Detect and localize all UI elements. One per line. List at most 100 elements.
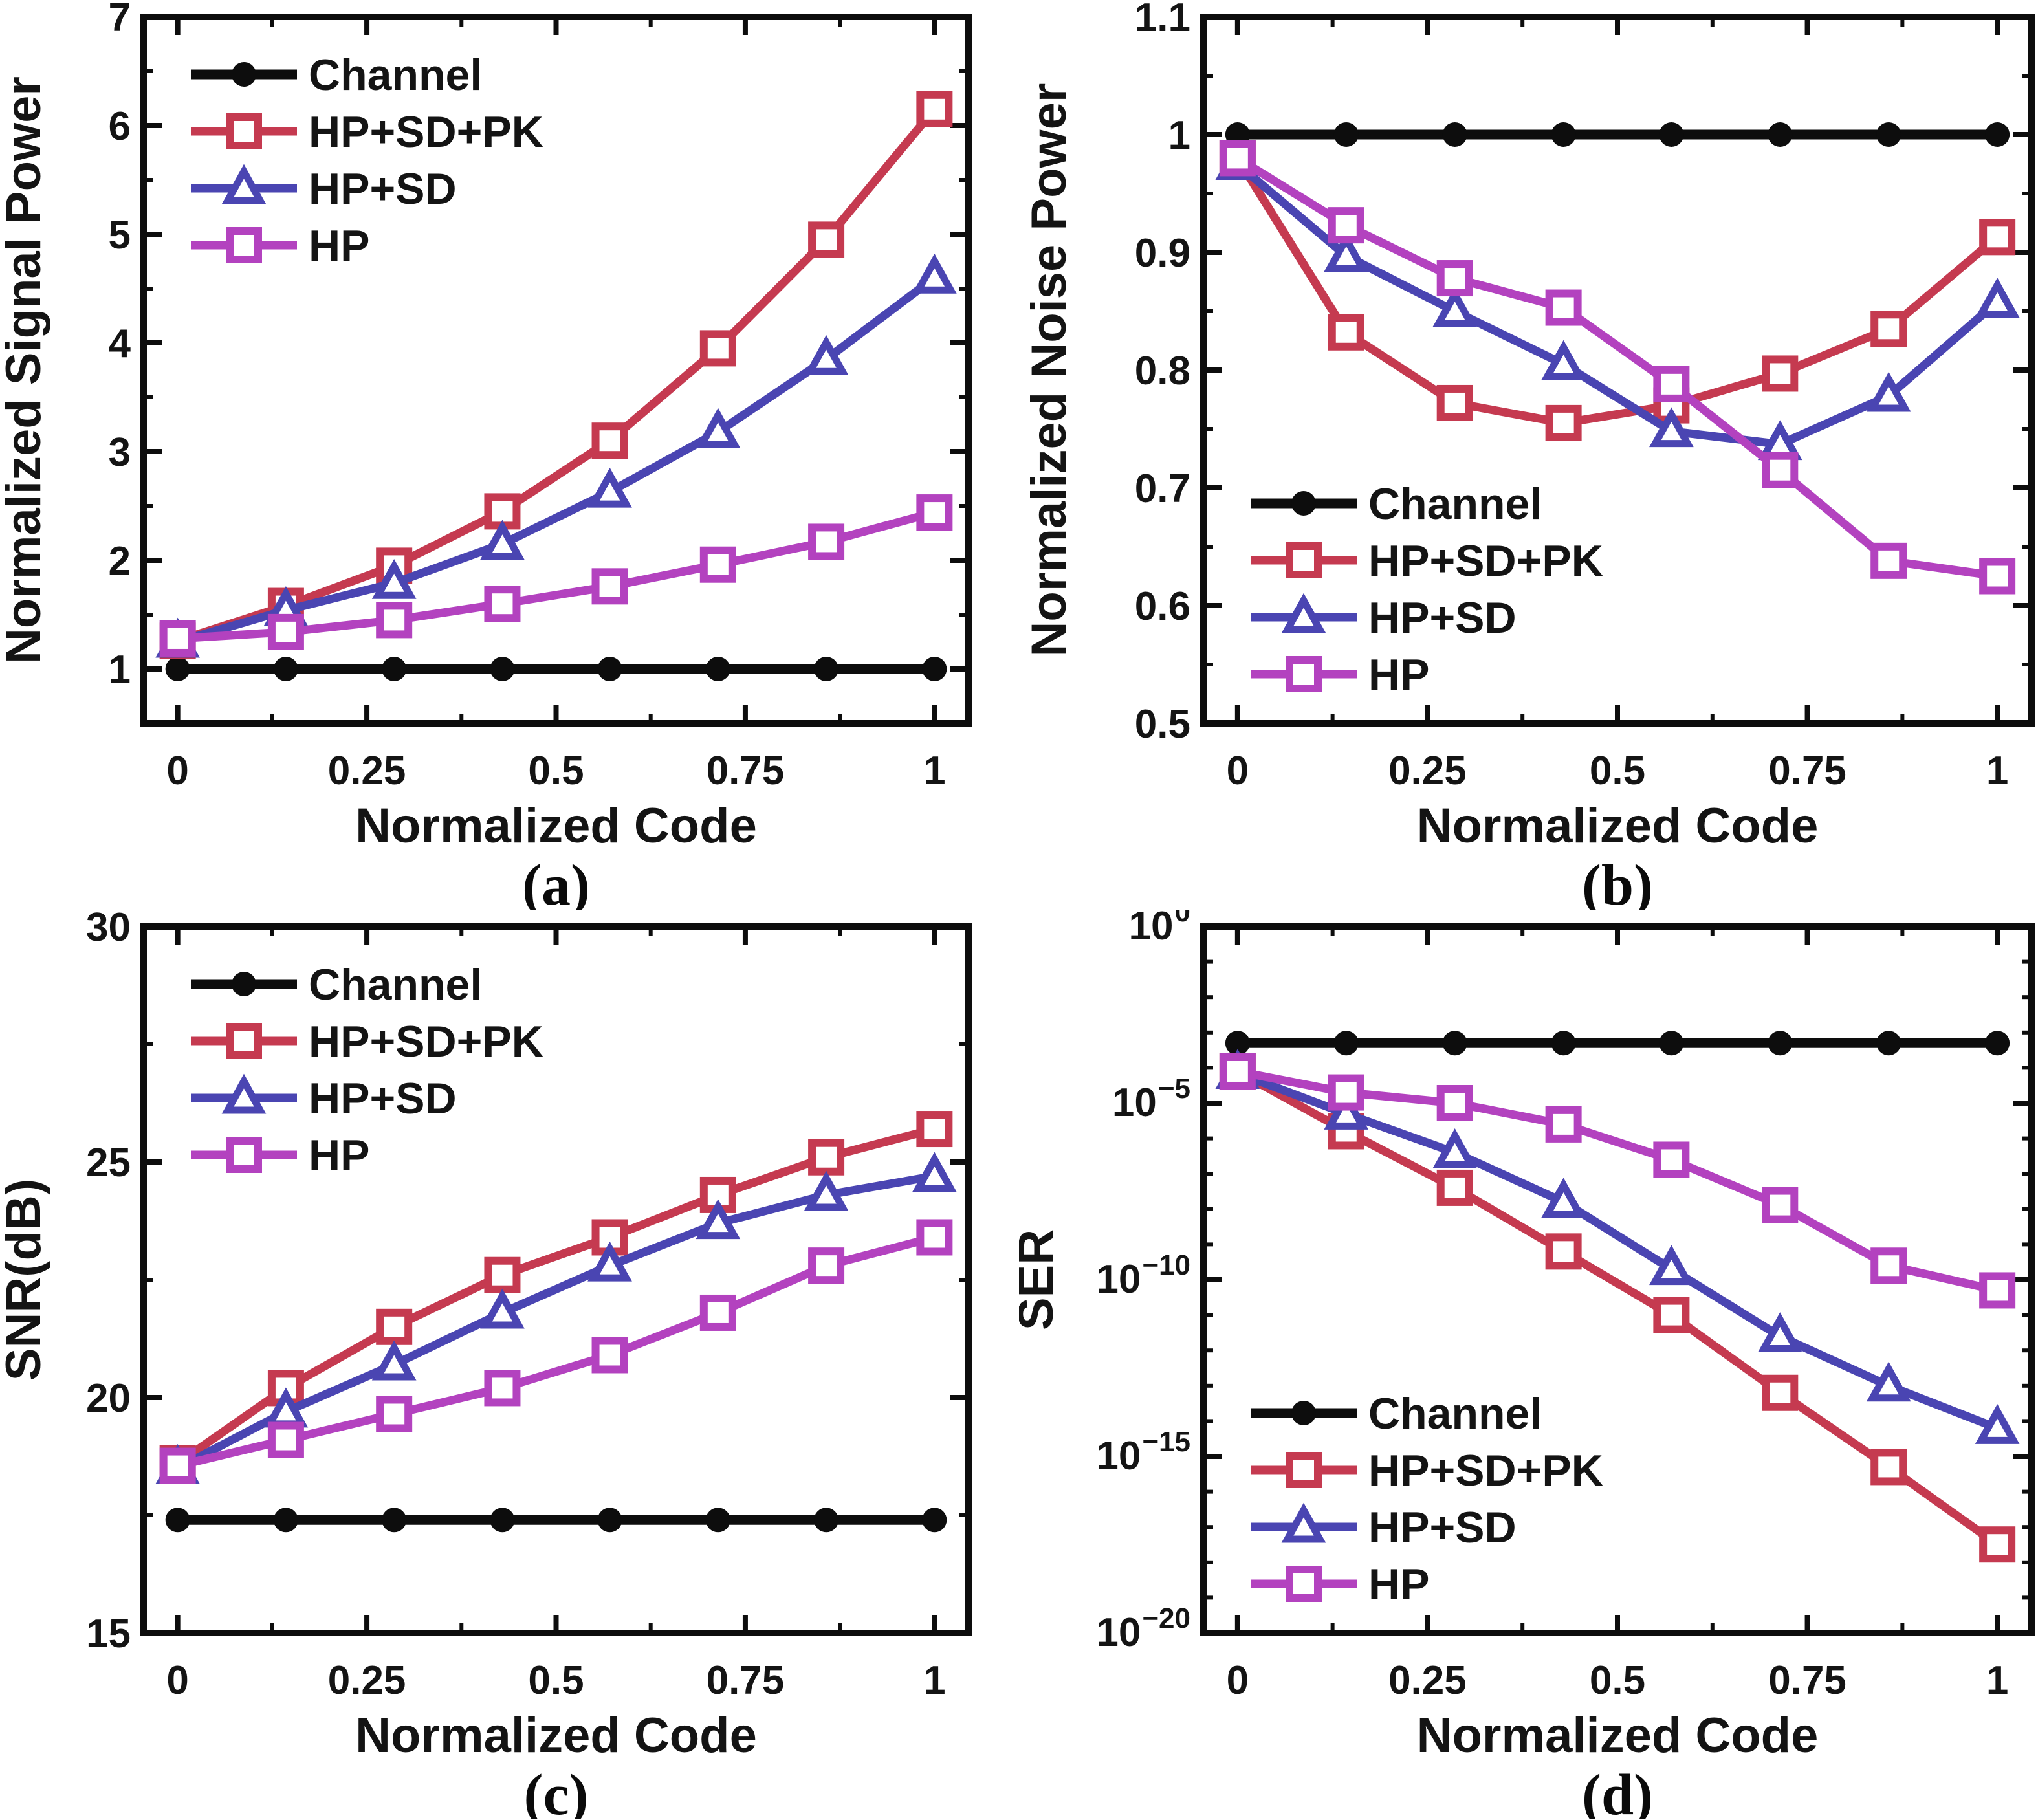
x-tick-label: 0.5	[528, 749, 584, 793]
data-point-circle	[814, 657, 839, 681]
data-point-circle	[1291, 491, 1316, 516]
plot-box	[1200, 923, 2035, 1636]
x-tick-label: 0.25	[328, 749, 406, 793]
data-point-circle	[1225, 1031, 1250, 1056]
data-point-square	[1545, 1233, 1582, 1270]
data-point-square	[916, 91, 953, 127]
data-point-triangle	[1649, 1245, 1694, 1286]
x-tick-label: 0.75	[1768, 1658, 1846, 1703]
legend-item-channel: Channel	[191, 50, 482, 100]
x-tick-label: 1	[1986, 1658, 2008, 1703]
data-point-circle	[382, 657, 407, 681]
data-point-triangle	[804, 1170, 849, 1211]
x-axis-label: Normalized Code	[355, 1708, 757, 1763]
data-point-square	[591, 1337, 628, 1374]
series-line	[1233, 1069, 2002, 1432]
y-tick-label: 0.6	[1135, 584, 1190, 629]
data-point-square	[1870, 311, 1907, 347]
data-point-square	[808, 1139, 845, 1176]
data-point-circle	[1876, 122, 1901, 147]
data-point-triangle	[371, 558, 417, 599]
caption-a: (a)	[522, 853, 590, 910]
data-point-circle	[1659, 1031, 1684, 1056]
data-point-square	[1870, 1449, 1907, 1486]
subplot-b: 0 0.25 0.5 0.75 1 0.5 0.6 0.7 0.8 0.9 1 1.1 Normaliz…	[1019, 0, 2038, 910]
x-tick-labels: 0 0.25 0.5 0.75 1	[1227, 749, 2009, 793]
data-point-square	[159, 620, 196, 657]
data-point-circle	[705, 1508, 730, 1533]
data-point-square	[1979, 1526, 2016, 1563]
data-point-triangle	[1432, 1128, 1478, 1168]
data-point-square	[226, 227, 262, 263]
data-point-triangle	[221, 164, 267, 204]
subplot-d: 0 0.25 0.5 0.75 1 100 10−5 10−10 10−15 10−20 Norma…	[1019, 910, 2038, 1819]
data-point-square	[1286, 1452, 1322, 1488]
data-point-circle	[1442, 122, 1467, 147]
data-point-square	[226, 113, 262, 149]
series-channel	[165, 1508, 947, 1533]
legend-label: HP	[1368, 1560, 1429, 1609]
data-point-circle	[1768, 1031, 1793, 1056]
y-tick-label: 0.9	[1135, 231, 1190, 276]
y-tick-labels: 15 20 25 30	[86, 910, 131, 1656]
data-point-circle	[1333, 1031, 1359, 1056]
legend-label: Channel	[1368, 1389, 1542, 1438]
y-tick-label: 15	[86, 1612, 131, 1656]
x-tick-label: 0	[1227, 1658, 1249, 1703]
y-tick-labels: 0.5 0.6 0.7 0.8 0.9 1 1.1	[1135, 0, 1190, 747]
data-point-square	[1545, 1106, 1582, 1143]
data-point-square	[808, 1247, 845, 1284]
data-point-circle	[1551, 122, 1576, 147]
x-tick-label: 0.5	[1590, 749, 1645, 793]
y-axis-label: Normalized Noise Power	[1022, 83, 1077, 657]
data-point-triangle	[587, 467, 632, 508]
x-tick-label: 0.75	[1768, 749, 1846, 793]
x-tick-label: 0	[166, 749, 188, 793]
data-point-square	[1436, 260, 1473, 297]
y-tick-label: 20	[86, 1376, 131, 1421]
data-point-triangle	[1866, 1361, 1911, 1402]
y-tick-label: 1	[1168, 113, 1190, 158]
data-point-circle	[490, 657, 515, 681]
subplot-c: 0 0.25 0.5 0.75 1 15 20 25 30 Normalized Code SNR(…	[0, 910, 1019, 1819]
plot-box	[140, 14, 972, 727]
data-point-square	[1328, 207, 1364, 244]
x-axis-label: Normalized Code	[1417, 798, 1819, 853]
data-point-triangle	[912, 1152, 957, 1192]
data-point-square	[591, 422, 628, 459]
data-point-square	[808, 221, 845, 258]
y-tick-label: 0.5	[1135, 702, 1190, 747]
data-point-square	[484, 586, 521, 622]
legend-label: HP+SD+PK	[1368, 536, 1603, 586]
y-tick-label: 100	[1129, 910, 1190, 948]
series-hp	[159, 1219, 953, 1484]
data-point-triangle	[1975, 1404, 2020, 1444]
y-tick-labels: 100 10−5 10−10 10−15 10−20	[1096, 910, 1190, 1655]
data-point-square	[1653, 1297, 1690, 1333]
y-tick-label: 0.7	[1135, 466, 1190, 511]
data-point-circle	[1442, 1031, 1467, 1056]
x-tick-label: 1	[1986, 749, 2008, 793]
x-tick-label: 0.5	[1590, 1658, 1645, 1703]
legend-label: HP+SD	[309, 164, 457, 214]
y-tick-labels: 1 2 3 4 5 6 7	[109, 0, 131, 692]
data-point-square	[1653, 366, 1690, 402]
x-tick-label: 1	[923, 1658, 945, 1703]
legend-label: HP	[309, 1131, 369, 1180]
y-tick-label: 1	[109, 648, 131, 692]
data-point-triangle	[1866, 371, 1911, 412]
data-point-triangle	[221, 1073, 267, 1114]
x-tick-labels: 0 0.25 0.5 0.75 1	[1227, 1658, 2009, 1703]
legend-label: HP	[1368, 650, 1429, 699]
y-tick-label: 10−5	[1112, 1073, 1190, 1125]
y-tick-label: 5	[109, 213, 131, 258]
data-point-square	[916, 1219, 953, 1256]
series-hp	[1219, 1053, 2016, 1309]
data-point-circle	[1985, 122, 2010, 147]
data-point-triangle	[912, 253, 957, 294]
data-point-square	[1870, 1247, 1907, 1284]
subplot-c-chart: 0 0.25 0.5 0.75 1 15 20 25 30 Normalized Code SNR(…	[0, 910, 972, 1819]
data-point-square	[1219, 140, 1256, 177]
data-point-square	[591, 568, 628, 605]
subplot-b-chart: 0 0.25 0.5 0.75 1 0.5 0.6 0.7 0.8 0.9 1 1.1 Normaliz…	[1022, 0, 2035, 910]
